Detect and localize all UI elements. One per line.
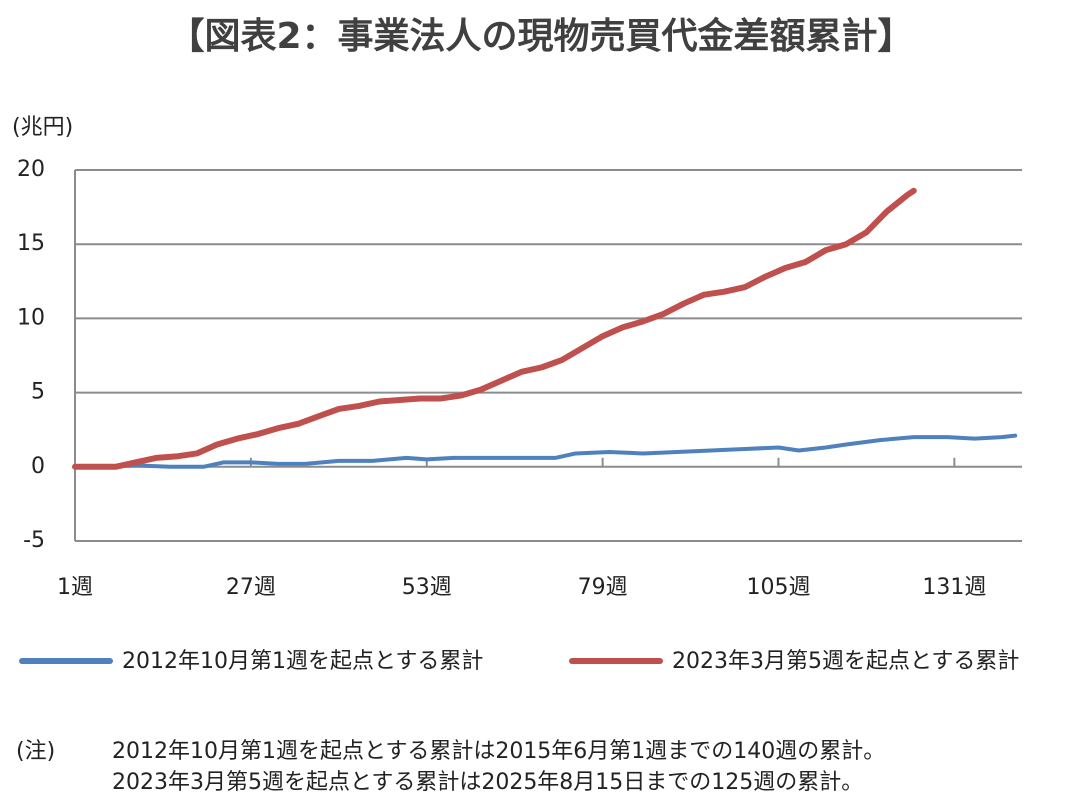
chart-title: 【図表2：事業法人の現物売買代金差額累計】 [168, 15, 913, 57]
legend-label: 2023年3月第5週を起点とする累計 [672, 649, 1019, 674]
y-tick-label: 5 [31, 380, 45, 405]
y-tick-label: 20 [17, 157, 45, 182]
note: 2012年10月第1週を起点とする累計は2015年6月第1週までの140週の累計… [112, 739, 885, 764]
y-tick-label: 10 [17, 305, 45, 330]
x-tick-label: 53週 [402, 575, 452, 600]
x-tick-label: 1週 [57, 575, 93, 600]
y-tick-label: 15 [17, 231, 45, 256]
y-axis-label: (兆円) [12, 115, 73, 140]
series-line [73, 433, 1018, 469]
y-tick-label: 0 [31, 454, 45, 479]
x-tick-label: 131週 [922, 575, 986, 600]
series-line [72, 187, 917, 470]
note: 2023年3月第5週を起点とする累計は2025年8月15日までの125週の累計。 [112, 770, 863, 795]
x-tick-label: 79週 [578, 575, 628, 600]
x-tick-label: 27週 [226, 575, 276, 600]
legend-label: 2012年10月第1週を起点とする累計 [122, 649, 483, 674]
x-tick-label: 105週 [746, 575, 810, 600]
note-label: (注) [16, 739, 55, 764]
y-tick-label: -5 [23, 528, 45, 553]
